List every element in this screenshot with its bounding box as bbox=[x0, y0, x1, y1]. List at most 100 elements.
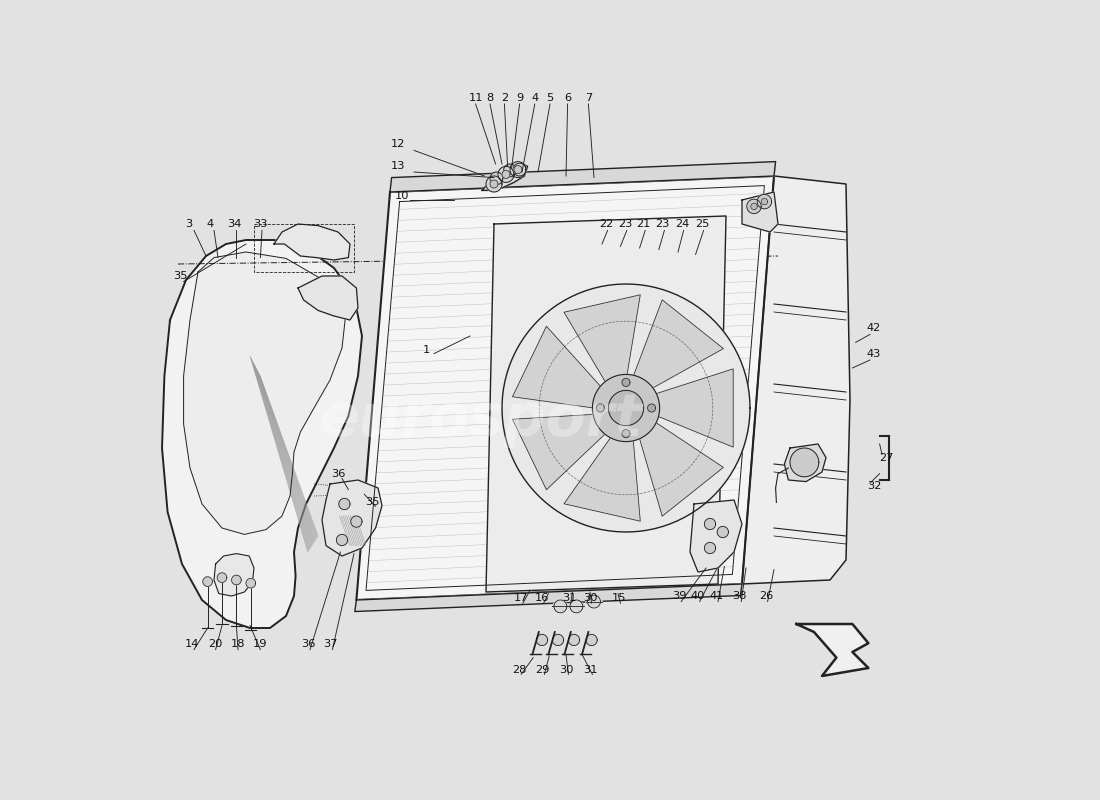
Text: 43: 43 bbox=[867, 349, 881, 358]
Text: 6: 6 bbox=[564, 93, 571, 102]
Text: 15: 15 bbox=[612, 593, 626, 602]
Polygon shape bbox=[790, 448, 818, 477]
Text: 34: 34 bbox=[228, 219, 242, 229]
Polygon shape bbox=[751, 203, 757, 210]
Text: 23: 23 bbox=[618, 219, 632, 229]
Text: 23: 23 bbox=[656, 219, 670, 229]
Text: 5: 5 bbox=[547, 93, 553, 102]
Polygon shape bbox=[621, 378, 630, 386]
Text: 40: 40 bbox=[691, 591, 705, 601]
Polygon shape bbox=[717, 526, 728, 538]
Polygon shape bbox=[504, 164, 516, 177]
Polygon shape bbox=[513, 326, 602, 408]
Polygon shape bbox=[184, 252, 346, 534]
Polygon shape bbox=[639, 422, 724, 516]
Polygon shape bbox=[608, 390, 644, 426]
Polygon shape bbox=[564, 437, 640, 521]
Polygon shape bbox=[214, 554, 254, 596]
Polygon shape bbox=[490, 180, 498, 188]
Polygon shape bbox=[704, 542, 716, 554]
Text: 35: 35 bbox=[365, 498, 380, 507]
Text: 16: 16 bbox=[535, 593, 549, 602]
Text: 1: 1 bbox=[422, 346, 430, 355]
Polygon shape bbox=[486, 176, 502, 192]
Polygon shape bbox=[596, 404, 604, 412]
Text: 27: 27 bbox=[879, 453, 893, 462]
Polygon shape bbox=[704, 518, 716, 530]
Text: eurosport: eurosport bbox=[320, 391, 644, 449]
Polygon shape bbox=[322, 480, 382, 556]
Text: 25: 25 bbox=[695, 219, 710, 229]
Polygon shape bbox=[514, 163, 526, 176]
Text: 20: 20 bbox=[208, 639, 223, 649]
Text: 37: 37 bbox=[323, 639, 338, 649]
Text: 29: 29 bbox=[536, 665, 550, 674]
Polygon shape bbox=[502, 170, 510, 178]
Text: 24: 24 bbox=[675, 219, 689, 229]
Polygon shape bbox=[621, 430, 630, 438]
Polygon shape bbox=[747, 199, 761, 214]
Ellipse shape bbox=[552, 602, 569, 611]
Text: 11: 11 bbox=[469, 93, 483, 102]
Text: 22: 22 bbox=[598, 219, 613, 229]
Polygon shape bbox=[784, 444, 826, 482]
Polygon shape bbox=[486, 216, 726, 592]
Polygon shape bbox=[796, 624, 868, 676]
Text: 41: 41 bbox=[710, 591, 724, 601]
Text: 8: 8 bbox=[486, 93, 494, 102]
Text: 4: 4 bbox=[531, 93, 538, 102]
Text: 13: 13 bbox=[390, 161, 405, 170]
Text: 9: 9 bbox=[516, 93, 524, 102]
Polygon shape bbox=[569, 634, 580, 646]
Polygon shape bbox=[498, 166, 514, 182]
Polygon shape bbox=[490, 172, 503, 185]
Text: 30: 30 bbox=[583, 593, 597, 602]
Polygon shape bbox=[162, 240, 362, 628]
Text: 42: 42 bbox=[867, 323, 881, 333]
Text: 18: 18 bbox=[231, 639, 245, 649]
Polygon shape bbox=[634, 300, 724, 389]
Polygon shape bbox=[390, 162, 776, 192]
Text: 36: 36 bbox=[331, 469, 345, 478]
Polygon shape bbox=[654, 369, 734, 447]
Polygon shape bbox=[593, 374, 660, 442]
Polygon shape bbox=[513, 414, 606, 490]
Text: 26: 26 bbox=[759, 591, 773, 601]
Polygon shape bbox=[298, 276, 358, 320]
Polygon shape bbox=[586, 634, 597, 646]
Polygon shape bbox=[537, 634, 548, 646]
Polygon shape bbox=[232, 575, 241, 585]
Polygon shape bbox=[339, 498, 350, 510]
Text: 36: 36 bbox=[301, 639, 316, 649]
Text: 32: 32 bbox=[867, 481, 881, 490]
Polygon shape bbox=[337, 534, 348, 546]
Text: 35: 35 bbox=[173, 271, 188, 281]
Polygon shape bbox=[514, 166, 522, 174]
Text: 19: 19 bbox=[253, 639, 267, 649]
Polygon shape bbox=[648, 404, 656, 412]
Polygon shape bbox=[742, 192, 778, 232]
Text: 17: 17 bbox=[514, 593, 528, 602]
Polygon shape bbox=[761, 198, 768, 205]
Polygon shape bbox=[552, 634, 563, 646]
Polygon shape bbox=[202, 577, 212, 586]
Text: 4: 4 bbox=[207, 219, 213, 229]
Text: 12: 12 bbox=[390, 139, 405, 149]
Polygon shape bbox=[217, 573, 227, 582]
Polygon shape bbox=[564, 295, 640, 383]
Text: 39: 39 bbox=[672, 591, 686, 601]
Polygon shape bbox=[355, 584, 742, 611]
Text: 3: 3 bbox=[185, 219, 192, 229]
Text: 21: 21 bbox=[637, 219, 651, 229]
Polygon shape bbox=[690, 500, 743, 572]
Ellipse shape bbox=[586, 597, 602, 606]
Polygon shape bbox=[356, 176, 774, 600]
Polygon shape bbox=[274, 224, 350, 260]
Text: 7: 7 bbox=[585, 93, 592, 102]
Text: 14: 14 bbox=[185, 639, 199, 649]
Text: 2: 2 bbox=[500, 93, 508, 102]
Text: 33: 33 bbox=[253, 219, 267, 229]
Polygon shape bbox=[482, 162, 528, 190]
Text: 31: 31 bbox=[562, 593, 576, 602]
Polygon shape bbox=[246, 578, 255, 588]
